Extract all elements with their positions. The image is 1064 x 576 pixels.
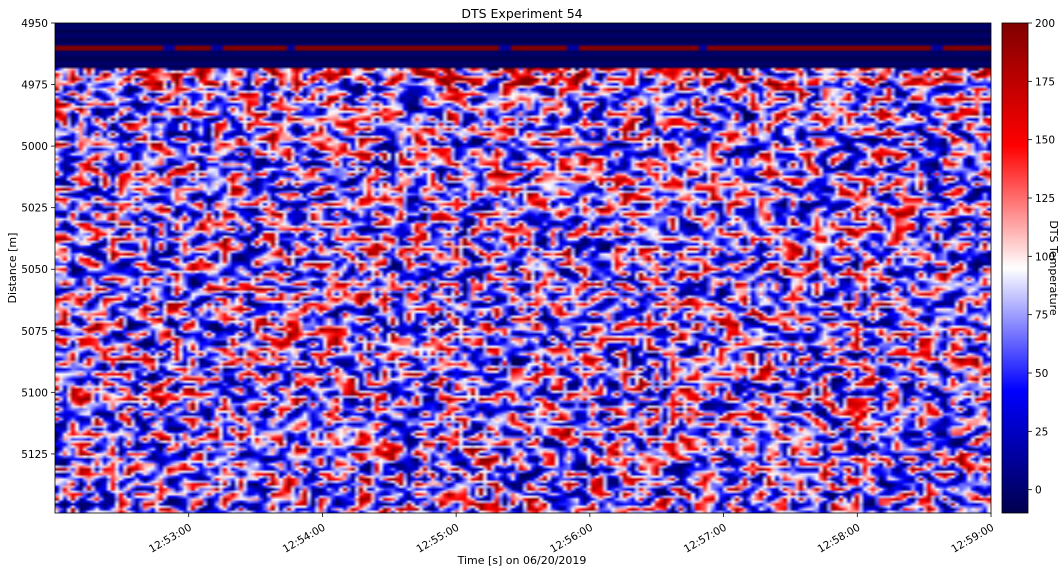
y-tick-label: 4950 xyxy=(21,18,48,30)
plot-frame xyxy=(54,22,992,514)
colorbar-tick-label: 50 xyxy=(1035,368,1048,380)
x-tick-label: 12:54:00 xyxy=(281,522,328,556)
colorbar-tick-label: 200 xyxy=(1035,18,1055,30)
colorbar-label: DTS Temperature xyxy=(1047,220,1060,316)
y-tick-label: 4975 xyxy=(21,80,48,92)
colorbar-tick-label: 100 xyxy=(1035,251,1055,263)
y-axis-label: Distance [m] xyxy=(6,233,19,304)
colorbar-tick-label: 150 xyxy=(1035,135,1055,147)
y-tick-label: 5125 xyxy=(21,449,48,461)
x-tick-label: 12:58:00 xyxy=(816,522,863,556)
colorbar-tick-label: 175 xyxy=(1035,76,1055,88)
y-tick-label: 5050 xyxy=(21,264,48,276)
x-axis-label: Time [s] on 06/20/2019 xyxy=(457,554,587,567)
x-tick-label: 12:59:00 xyxy=(949,522,996,556)
colorbar-tick-label: 0 xyxy=(1035,485,1042,497)
x-tick-label: 12:55:00 xyxy=(414,522,461,556)
y-tick-label: 5025 xyxy=(21,203,48,215)
y-tick-label: 5100 xyxy=(21,387,48,399)
y-tick-label: 5000 xyxy=(21,141,48,153)
colorbar-tick-label: 75 xyxy=(1035,310,1048,322)
colorbar xyxy=(1001,22,1029,514)
x-tick-label: 12:56:00 xyxy=(548,522,595,556)
chart-title: DTS Experiment 54 xyxy=(461,6,582,21)
x-tick-label: 12:57:00 xyxy=(682,522,729,556)
y-tick-label: 5075 xyxy=(21,326,48,338)
heatmap-image xyxy=(55,23,991,513)
colorbar-tick-label: 125 xyxy=(1035,193,1055,205)
x-tick-label: 12:53:00 xyxy=(147,522,194,556)
colorbar-tick-label: 25 xyxy=(1035,426,1048,438)
